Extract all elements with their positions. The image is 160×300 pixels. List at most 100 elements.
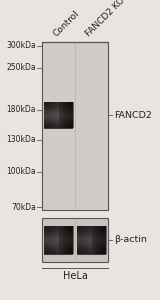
Bar xyxy=(89,226,90,254)
Bar xyxy=(44,105,73,106)
Bar xyxy=(102,226,104,254)
Bar xyxy=(44,252,73,253)
Bar xyxy=(77,248,106,250)
Bar xyxy=(44,246,73,247)
Bar xyxy=(44,229,73,230)
Bar xyxy=(44,232,73,233)
Bar xyxy=(45,102,46,128)
Bar xyxy=(45,226,46,254)
Text: β-actin: β-actin xyxy=(114,236,147,244)
Bar xyxy=(92,226,94,254)
Bar xyxy=(60,102,61,128)
Bar xyxy=(44,239,73,241)
Bar xyxy=(44,127,73,128)
Bar xyxy=(44,250,73,252)
Bar xyxy=(44,102,73,103)
Bar xyxy=(59,102,60,128)
Bar xyxy=(97,226,99,254)
Bar xyxy=(58,226,59,254)
Bar xyxy=(49,102,50,128)
Bar xyxy=(44,232,73,233)
Bar xyxy=(44,251,73,252)
Bar xyxy=(44,238,73,239)
Bar xyxy=(77,241,106,242)
Bar xyxy=(44,109,73,110)
Bar xyxy=(44,122,73,123)
Bar xyxy=(44,248,73,249)
Text: 70kDa: 70kDa xyxy=(11,202,36,211)
Bar xyxy=(77,237,106,238)
Bar xyxy=(63,102,65,128)
Bar xyxy=(83,226,84,254)
Bar xyxy=(44,248,73,250)
Bar xyxy=(44,243,73,244)
Text: 130kDa: 130kDa xyxy=(6,136,36,145)
Bar xyxy=(44,230,73,231)
Bar xyxy=(44,110,73,112)
Bar xyxy=(44,115,73,116)
Bar xyxy=(85,226,86,254)
Bar xyxy=(50,226,51,254)
Bar xyxy=(44,103,73,104)
Bar xyxy=(48,226,49,254)
Bar xyxy=(48,102,49,128)
Bar xyxy=(77,230,106,231)
Bar xyxy=(44,247,73,248)
Bar xyxy=(44,238,73,240)
Bar xyxy=(62,226,64,254)
Bar xyxy=(77,248,106,249)
Bar xyxy=(77,229,106,230)
Bar xyxy=(44,250,73,251)
Bar xyxy=(70,102,72,128)
Bar xyxy=(77,226,78,254)
Bar xyxy=(68,226,70,254)
Bar xyxy=(77,238,106,239)
Bar xyxy=(44,123,73,124)
Bar xyxy=(44,253,73,254)
Bar xyxy=(69,102,71,128)
Bar xyxy=(86,226,87,254)
Bar xyxy=(44,104,73,105)
Bar xyxy=(77,244,106,245)
Bar xyxy=(56,226,57,254)
Bar xyxy=(72,102,73,128)
Bar xyxy=(69,226,71,254)
Bar xyxy=(44,253,73,254)
Bar xyxy=(64,226,66,254)
Bar xyxy=(44,119,73,121)
Bar xyxy=(77,236,106,238)
Bar xyxy=(44,118,73,119)
Bar xyxy=(44,245,73,246)
Bar xyxy=(44,227,73,228)
Bar xyxy=(77,236,106,237)
Bar xyxy=(44,241,73,242)
Text: HeLa: HeLa xyxy=(63,271,87,281)
Bar xyxy=(80,226,81,254)
Bar xyxy=(52,226,53,254)
Bar xyxy=(44,103,73,104)
Bar xyxy=(44,125,73,127)
Bar xyxy=(57,102,58,128)
Bar xyxy=(81,226,82,254)
Bar xyxy=(47,226,48,254)
Bar xyxy=(59,226,60,254)
Bar xyxy=(42,218,108,262)
Bar xyxy=(105,226,107,254)
Bar xyxy=(65,226,67,254)
Bar xyxy=(67,226,69,254)
Bar xyxy=(50,102,51,128)
Bar xyxy=(53,226,54,254)
Text: Control: Control xyxy=(52,8,81,38)
Bar xyxy=(56,102,57,128)
Bar xyxy=(44,124,73,125)
Bar xyxy=(77,251,106,252)
Bar xyxy=(77,239,106,241)
Bar xyxy=(91,226,92,254)
Bar xyxy=(93,226,95,254)
Bar xyxy=(61,102,63,128)
Bar xyxy=(47,102,48,128)
Bar xyxy=(77,238,106,240)
Text: FANCD2 KO: FANCD2 KO xyxy=(84,0,126,38)
Bar xyxy=(66,102,68,128)
Bar xyxy=(103,226,105,254)
